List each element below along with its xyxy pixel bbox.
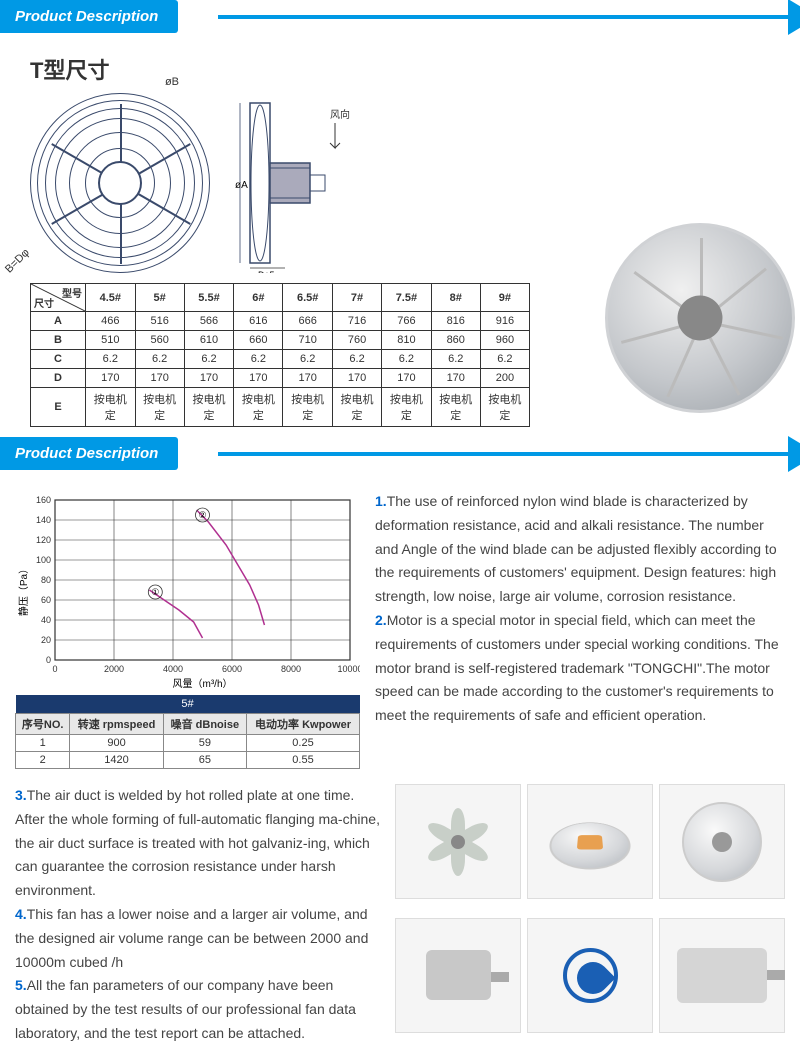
section-header-2: Product Description [0, 437, 800, 470]
desc-text-2: Motor is a special motor in special fiel… [375, 612, 779, 723]
chart-column: 0 20 40 60 80 100 120 140 160 0 2000 4000 6000 8000 10… [15, 490, 360, 769]
product-photo [605, 223, 795, 413]
gallery-motor-small [395, 918, 521, 1033]
description-column-2: 3.The air duct is welded by hot rolled p… [15, 784, 385, 1046]
desc-text-3: The air duct is welded by hot rolled pla… [15, 787, 380, 898]
svg-text:静压（Pa）: 静压（Pa） [17, 564, 30, 616]
arrow-decoration [218, 15, 800, 19]
fan-front-view-diagram: øB B=Dφ [30, 93, 210, 273]
perf-table-title: 5# [16, 695, 360, 714]
logo-icon [563, 948, 618, 1003]
gallery-motor-large [659, 918, 785, 1033]
svg-text:80: 80 [41, 575, 51, 585]
description-column-1: 1.The use of reinforced nylon wind blade… [375, 490, 785, 769]
svg-text:100: 100 [36, 555, 51, 565]
desc-text-4: This fan has a lower noise and a larger … [15, 906, 368, 970]
desc-num-5: 5. [15, 977, 27, 993]
desc-text-1: The use of reinforced nylon wind blade i… [375, 493, 777, 604]
svg-text:4000: 4000 [163, 664, 183, 674]
gallery-fan-top [527, 784, 653, 899]
gallery-logo [527, 918, 653, 1033]
desc-num-1: 1. [375, 493, 387, 509]
svg-text:8000: 8000 [281, 664, 301, 674]
performance-chart: 0 20 40 60 80 100 120 140 160 0 2000 4000 6000 8000 10… [15, 490, 360, 690]
dim-oa: øA [235, 180, 248, 191]
desc-text-5: All the fan parameters of our company ha… [15, 977, 356, 1041]
fan-side-view-diagram: 风向 øA D±5 E±5 [230, 93, 360, 273]
section-2-body: 0 20 40 60 80 100 120 140 160 0 2000 4000 6000 8000 10… [0, 480, 800, 779]
dimension-table: 型号尺寸4.5#5#5.5#6#6.5#7#7.5#8#9# A46651656… [30, 283, 530, 427]
wind-dir-label: 风向 [330, 108, 350, 121]
dim-bleft: B=Dφ [3, 247, 32, 276]
gallery-fan-angle [659, 784, 785, 899]
section-title-2: Product Description [0, 437, 178, 470]
section-1-body: T型尺寸 øB B=Dφ [0, 43, 800, 437]
svg-text:风量（m³/h）: 风量（m³/h） [173, 678, 233, 690]
dim-ob: øB [165, 76, 179, 88]
svg-text:①: ① [151, 587, 159, 597]
performance-table: 5# 序号NO.转速 rpmspeed噪音 dBnoise电动功率 Kwpowe… [15, 695, 360, 769]
svg-text:60: 60 [41, 595, 51, 605]
svg-text:0: 0 [52, 664, 57, 674]
product-gallery [395, 784, 785, 1046]
gallery-blade [395, 784, 521, 899]
dim-d: D±5 [258, 270, 274, 273]
desc-num-3: 3. [15, 787, 27, 803]
svg-text:2000: 2000 [104, 664, 124, 674]
section-header-1: Product Description [0, 0, 800, 33]
section-3: 3.The air duct is welded by hot rolled p… [0, 779, 800, 1061]
desc-num-4: 4. [15, 906, 27, 922]
svg-text:10000: 10000 [337, 664, 360, 674]
svg-text:140: 140 [36, 515, 51, 525]
section-title: Product Description [0, 0, 178, 33]
svg-text:20: 20 [41, 635, 51, 645]
desc-num-2: 2. [375, 612, 387, 628]
svg-text:0: 0 [46, 655, 51, 665]
svg-text:160: 160 [36, 495, 51, 505]
svg-text:6000: 6000 [222, 664, 242, 674]
svg-text:120: 120 [36, 535, 51, 545]
t-size-title: T型尺寸 [30, 53, 780, 85]
arrow-decoration-2 [218, 452, 800, 456]
svg-text:②: ② [198, 510, 206, 520]
svg-text:40: 40 [41, 615, 51, 625]
